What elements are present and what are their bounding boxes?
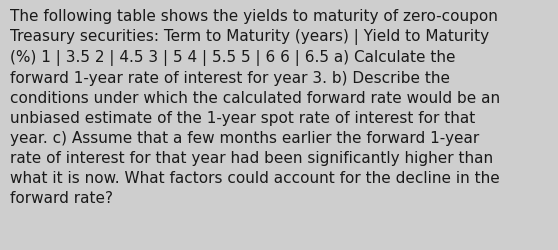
Text: The following table shows the yields to maturity of zero-coupon
Treasury securit: The following table shows the yields to … <box>10 9 500 205</box>
